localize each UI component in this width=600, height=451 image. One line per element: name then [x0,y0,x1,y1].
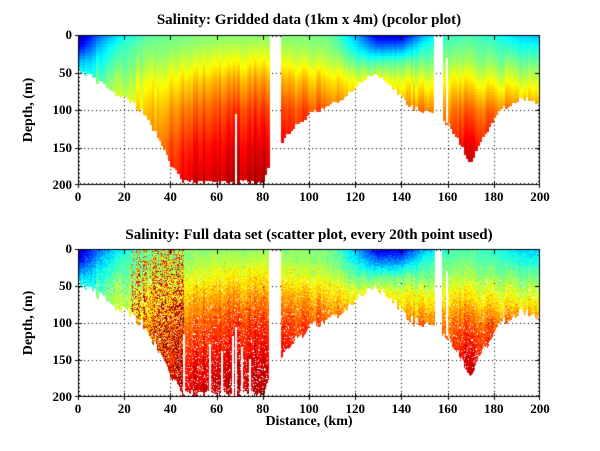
x-tick-label: 80 [256,401,270,416]
x-tick-label: 120 [345,401,365,416]
x-tick-label: 140 [391,189,412,204]
x-axis-label: Distance, (km) [265,414,353,429]
y-tick-label: 200 [52,177,73,192]
y-tick-label: 200 [52,389,73,404]
x-tick-label: 160 [437,189,458,204]
y-tick-label: 50 [59,278,72,293]
x-tick-label: 0 [74,401,82,416]
x-tick-label: 20 [117,401,131,416]
x-tick-label: 60 [210,189,224,204]
y-tick-label: 150 [52,352,73,367]
y-tick-label: 0 [65,27,73,42]
x-tick-label: 20 [117,189,131,204]
x-tick-label: 0 [74,189,82,204]
x-tick-label: 200 [530,401,550,416]
x-tick-label: 100 [299,401,319,416]
y-tick-label: 150 [52,139,73,155]
x-tick-label: 120 [345,189,365,204]
x-tick-label: 80 [256,189,270,204]
x-tick-label: 200 [530,189,550,204]
scatter-plot-canvas [72,243,546,403]
y-tick-label: 100 [52,315,73,330]
pcolor-plot-title: Salinity: Gridded data (1km x 4m) (pcolo… [156,12,462,28]
x-tick-label: 180 [484,189,504,204]
x-tick-label: 40 [163,189,177,204]
y-tick-label: 100 [52,102,73,117]
x-tick-label: 60 [210,401,224,416]
y-tick-label: 0 [65,241,73,256]
x-tick-label: 40 [163,401,177,416]
y-tick-label: 50 [59,64,72,80]
scatter-plot-title: Salinity: Full data set (scatter plot, e… [125,227,493,243]
x-tick-label: 140 [391,401,412,416]
x-tick-label: 180 [484,401,504,416]
pcolor-plot-canvas [72,29,546,191]
x-tick-label: 160 [437,401,458,416]
x-tick-label: 100 [299,189,319,204]
